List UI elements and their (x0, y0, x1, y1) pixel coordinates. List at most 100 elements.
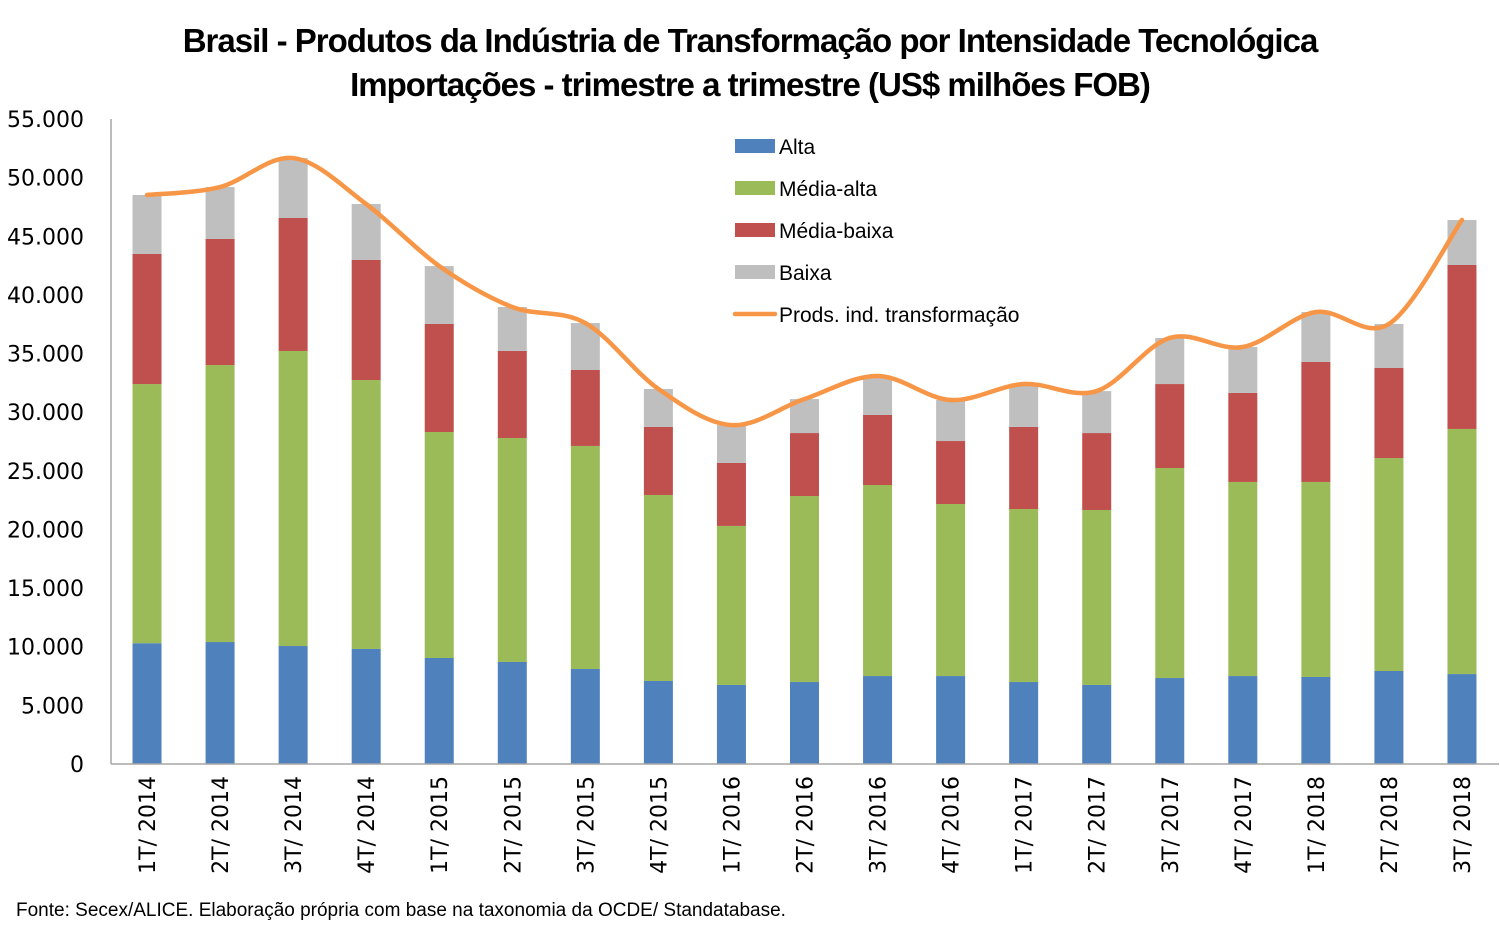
bar-m-dia-baixa (497, 350, 527, 438)
bar-baixa (936, 399, 966, 442)
bar-m-dia-baixa (863, 414, 893, 486)
legend-swatch (735, 139, 775, 153)
bar-m-dia-baixa (643, 426, 673, 495)
bar-m-dia-baixa (424, 323, 454, 433)
bar-baixa (1082, 391, 1112, 434)
legend-swatch (735, 265, 775, 279)
bar-alta (1009, 682, 1039, 764)
x-tick-label: 4T/ 2015 (647, 776, 672, 874)
bar-m-dia-baixa (205, 238, 235, 366)
bar-m-dia-alta (790, 496, 819, 683)
y-tick-label: 35.000 (7, 343, 84, 368)
bar-baixa (1301, 312, 1331, 362)
bar-m-dia-baixa (936, 441, 966, 505)
bar-alta (497, 661, 527, 764)
bar-baixa (424, 266, 454, 324)
bar-m-dia-alta (1228, 481, 1258, 677)
bar-m-dia-alta (863, 485, 893, 677)
x-tick-label: 4T/ 2016 (940, 776, 965, 874)
chart-title: Brasil - Produtos da Indústria de Transf… (182, 22, 1319, 59)
bar-m-dia-alta (1155, 468, 1185, 679)
bar-alta (863, 676, 893, 764)
bar-baixa (1009, 384, 1039, 427)
x-tick-label: 2T/ 2018 (1378, 776, 1403, 874)
y-tick-label: 55.000 (7, 108, 84, 133)
bar-baixa (1155, 337, 1185, 385)
x-tick-label: 1T/ 2016 (720, 776, 745, 874)
bar-alta (1228, 676, 1258, 764)
bar-alta (1374, 671, 1404, 764)
legend-label: Média-alta (779, 178, 877, 201)
legend-swatch (735, 181, 775, 195)
bar-m-dia-baixa (1374, 367, 1404, 459)
y-tick-label: 25.000 (7, 460, 84, 485)
bar-alta (1082, 684, 1112, 764)
bar-alta (790, 682, 819, 764)
bar-m-dia-baixa (716, 462, 746, 526)
bar-baixa (863, 375, 893, 415)
x-tick-label: 2T/ 2014 (209, 776, 234, 874)
bar-m-dia-alta (1009, 509, 1039, 683)
y-axis: 0 5.000 10.000 15.000 20.000 25.000 30.000 35.0… (7, 108, 112, 778)
bar-m-dia-baixa (790, 433, 819, 497)
bar-m-dia-alta (278, 350, 308, 647)
x-tick-label: 1T/ 2015 (428, 776, 453, 874)
bar-m-dia-baixa (132, 253, 162, 385)
bar-m-dia-baixa (278, 217, 308, 351)
x-tick-label: 3T/ 2016 (867, 776, 892, 874)
x-tick-label: 1T/ 2014 (136, 776, 161, 874)
legend-label: Média-baixa (779, 220, 894, 243)
source-footnote: Fonte: Secex/ALICE. Elaboração própria c… (16, 900, 786, 921)
x-axis: 1T/ 2014 2T/ 2014 3T/ 2014 4T/ 2014 1T/ 2015… (111, 763, 1499, 874)
bar-baixa (1447, 219, 1477, 266)
bar-baixa (278, 158, 308, 218)
bar-baixa (716, 425, 746, 463)
bar-alta (1155, 678, 1185, 764)
y-tick-label: 0 (70, 753, 84, 778)
bar-m-dia-alta (1082, 509, 1112, 685)
bar-m-dia-baixa (1301, 361, 1331, 482)
bar-m-dia-alta (936, 504, 966, 677)
bar-m-dia-baixa (1228, 392, 1258, 482)
line-prods-ind-transformacao (144, 155, 1465, 428)
line-layer (144, 155, 1465, 428)
bar-m-dia-baixa (1009, 426, 1039, 510)
bar-m-dia-alta (1374, 458, 1404, 672)
legend: Alta Média-alta Média-baixa Baixa Prods. ind… (732, 136, 1019, 327)
bar-m-dia-baixa (1082, 433, 1112, 510)
bar-m-dia-alta (1301, 481, 1331, 677)
y-tick-label: 10.000 (7, 636, 84, 661)
bar-m-dia-baixa (570, 369, 600, 446)
bar-baixa (132, 194, 162, 254)
bar-m-dia-alta (570, 445, 600, 670)
bar-m-dia-baixa (351, 259, 381, 381)
y-tick-label: 50.000 (7, 167, 84, 192)
bar-m-dia-baixa (1447, 265, 1477, 429)
bar-m-dia-alta (132, 384, 162, 644)
x-tick-label: 2T/ 2017 (1086, 776, 1111, 874)
bar-alta (278, 646, 308, 764)
bar-baixa (1228, 346, 1258, 393)
bar-m-dia-alta (643, 494, 673, 681)
bar-alta (1301, 676, 1331, 764)
x-tick-label: 2T/ 2016 (794, 776, 819, 874)
x-tick-label: 2T/ 2015 (501, 776, 526, 874)
x-tick-label: 3T/ 2018 (1451, 776, 1476, 874)
y-tick-label: 45.000 (7, 225, 84, 250)
y-tick-label: 40.000 (7, 284, 84, 309)
x-tick-label: 4T/ 2017 (1232, 776, 1257, 874)
bar-alta (132, 643, 162, 764)
x-tick-label: 1T/ 2018 (1305, 776, 1330, 874)
bar-alta (351, 648, 381, 764)
y-tick-label: 20.000 (7, 518, 84, 543)
bar-m-dia-alta (424, 432, 454, 658)
y-tick-label: 5.000 (21, 694, 84, 719)
legend-label: Prods. ind. transformação (779, 304, 1019, 327)
legend-label: Baixa (779, 262, 832, 285)
bar-alta (424, 657, 454, 764)
y-tick-label: 30.000 (7, 401, 84, 426)
bar-m-dia-baixa (1155, 384, 1185, 469)
bar-baixa (497, 306, 527, 351)
bar-alta (205, 642, 235, 764)
